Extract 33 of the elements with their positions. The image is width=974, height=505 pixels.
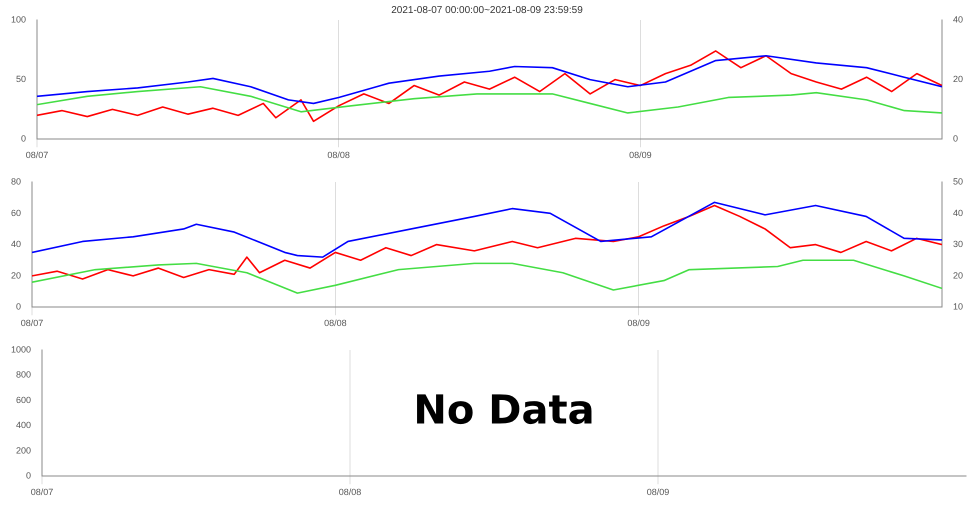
x-tick-label: 08/08	[338, 487, 362, 498]
y2-tick-label: 30	[952, 239, 964, 250]
y-tick-label: 100	[10, 14, 26, 24]
y2-tick-label: 20	[952, 270, 964, 280]
y-tick-label: 0	[21, 134, 26, 144]
y-tick-label: 50	[16, 74, 26, 84]
y2-tick-label: 0	[952, 134, 958, 144]
y-tick-label: 80	[10, 176, 22, 186]
y-tick-label: 1000	[10, 344, 32, 354]
x-tick-label: 08/09	[627, 318, 650, 328]
annotation: No Data	[413, 387, 595, 434]
y2-tick-label: 10	[952, 302, 964, 312]
x-tick-label: 08/08	[324, 318, 347, 328]
y-tick-label: 200	[16, 445, 32, 456]
y-tick-label: 0	[16, 302, 22, 312]
x-tick-label: 08/08	[327, 150, 350, 160]
x-tick-label: 08/07	[30, 487, 54, 498]
y-tick-label: 400	[16, 420, 32, 430]
y-tick-label: 800	[16, 370, 32, 380]
y-tick-label: 40	[10, 239, 22, 250]
y2-tick-label: 40	[952, 14, 964, 24]
x-tick-label: 08/07	[20, 318, 44, 328]
x-tick-label: 08/09	[646, 487, 670, 498]
y-tick-label: 20	[10, 270, 22, 280]
chart-title: 2021-08-07 00:00:00~2021-08-09 23:59:59	[391, 4, 584, 16]
y2-tick-label: 20	[952, 74, 964, 84]
x-tick-label: 08/09	[629, 150, 652, 160]
y-tick-label: 600	[16, 394, 32, 405]
y2-tick-label: 50	[952, 176, 964, 186]
y2-tick-label: 40	[952, 208, 964, 218]
y-tick-label: 0	[26, 470, 32, 481]
x-tick-label: 08/07	[26, 150, 48, 160]
y-tick-label: 60	[10, 208, 22, 218]
